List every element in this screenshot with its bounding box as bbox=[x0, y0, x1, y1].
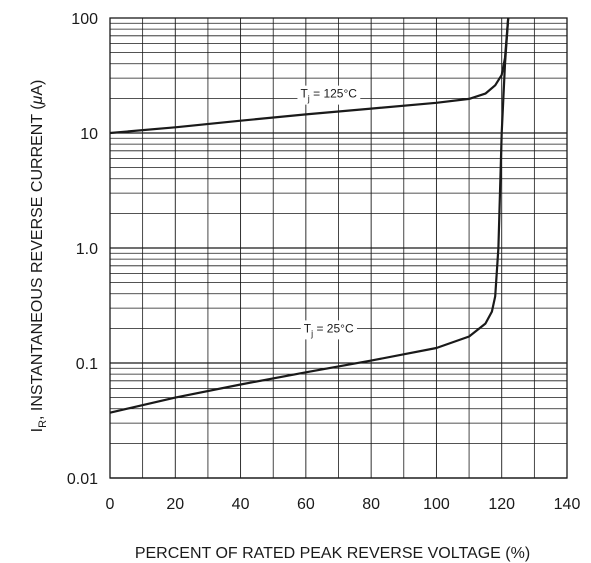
y-tick-label: 10 bbox=[80, 126, 98, 143]
y-tick-label: 1.0 bbox=[76, 241, 98, 258]
x-tick-label: 80 bbox=[362, 496, 380, 513]
series-label-sub: j bbox=[307, 94, 310, 104]
x-tick-label: 140 bbox=[554, 496, 581, 513]
y-axis-label-end: A) bbox=[29, 80, 46, 96]
y-axis-label: IR, INSTANTANEOUS REVERSE CURRENT (μA) bbox=[29, 80, 49, 433]
plot-frame bbox=[109, 17, 568, 479]
series-group: Tj = 125°CTj = 25°C bbox=[109, 17, 510, 414]
series-label-sub: j bbox=[310, 328, 313, 338]
x-tick-label: 60 bbox=[297, 496, 315, 513]
y-tick-label: 0.01 bbox=[67, 471, 98, 488]
y-axis-label-main: I bbox=[29, 428, 46, 432]
y-axis-label-sub: R bbox=[37, 420, 49, 428]
x-tick-label: 100 bbox=[423, 496, 450, 513]
series-label-main: T bbox=[304, 321, 312, 335]
series-label-1: Tj = 25°C bbox=[304, 321, 354, 338]
x-tick-label: 0 bbox=[106, 496, 115, 513]
x-tick-label: 120 bbox=[488, 496, 515, 513]
x-tick-label: 20 bbox=[166, 496, 184, 513]
series-label-rest: = 25°C bbox=[313, 321, 354, 335]
y-tick-labels: 0.01 0.1 1.0 10 100 bbox=[67, 11, 98, 488]
series-line-1 bbox=[109, 17, 510, 414]
x-tick-labels: 0 20 40 60 80 100 120 140 bbox=[106, 496, 581, 513]
x-axis-label: PERCENT OF RATED PEAK REVERSE VOLTAGE (%… bbox=[135, 545, 530, 562]
series-label-background bbox=[300, 320, 357, 340]
y-tick-label: 100 bbox=[71, 11, 98, 28]
grid bbox=[110, 18, 567, 479]
series-label-0: Tj = 125°C bbox=[300, 87, 357, 104]
series-label-background bbox=[297, 85, 361, 105]
series-label-main: T bbox=[300, 87, 308, 101]
y-axis-label-rest: , INSTANTANEOUS REVERSE CURRENT ( bbox=[29, 104, 46, 420]
series-line-0 bbox=[109, 17, 510, 135]
x-tick-label: 40 bbox=[232, 496, 250, 513]
y-axis-label-mu: μ bbox=[29, 95, 46, 105]
series-label-rest: = 125°C bbox=[310, 87, 357, 101]
y-tick-label: 0.1 bbox=[76, 356, 98, 373]
